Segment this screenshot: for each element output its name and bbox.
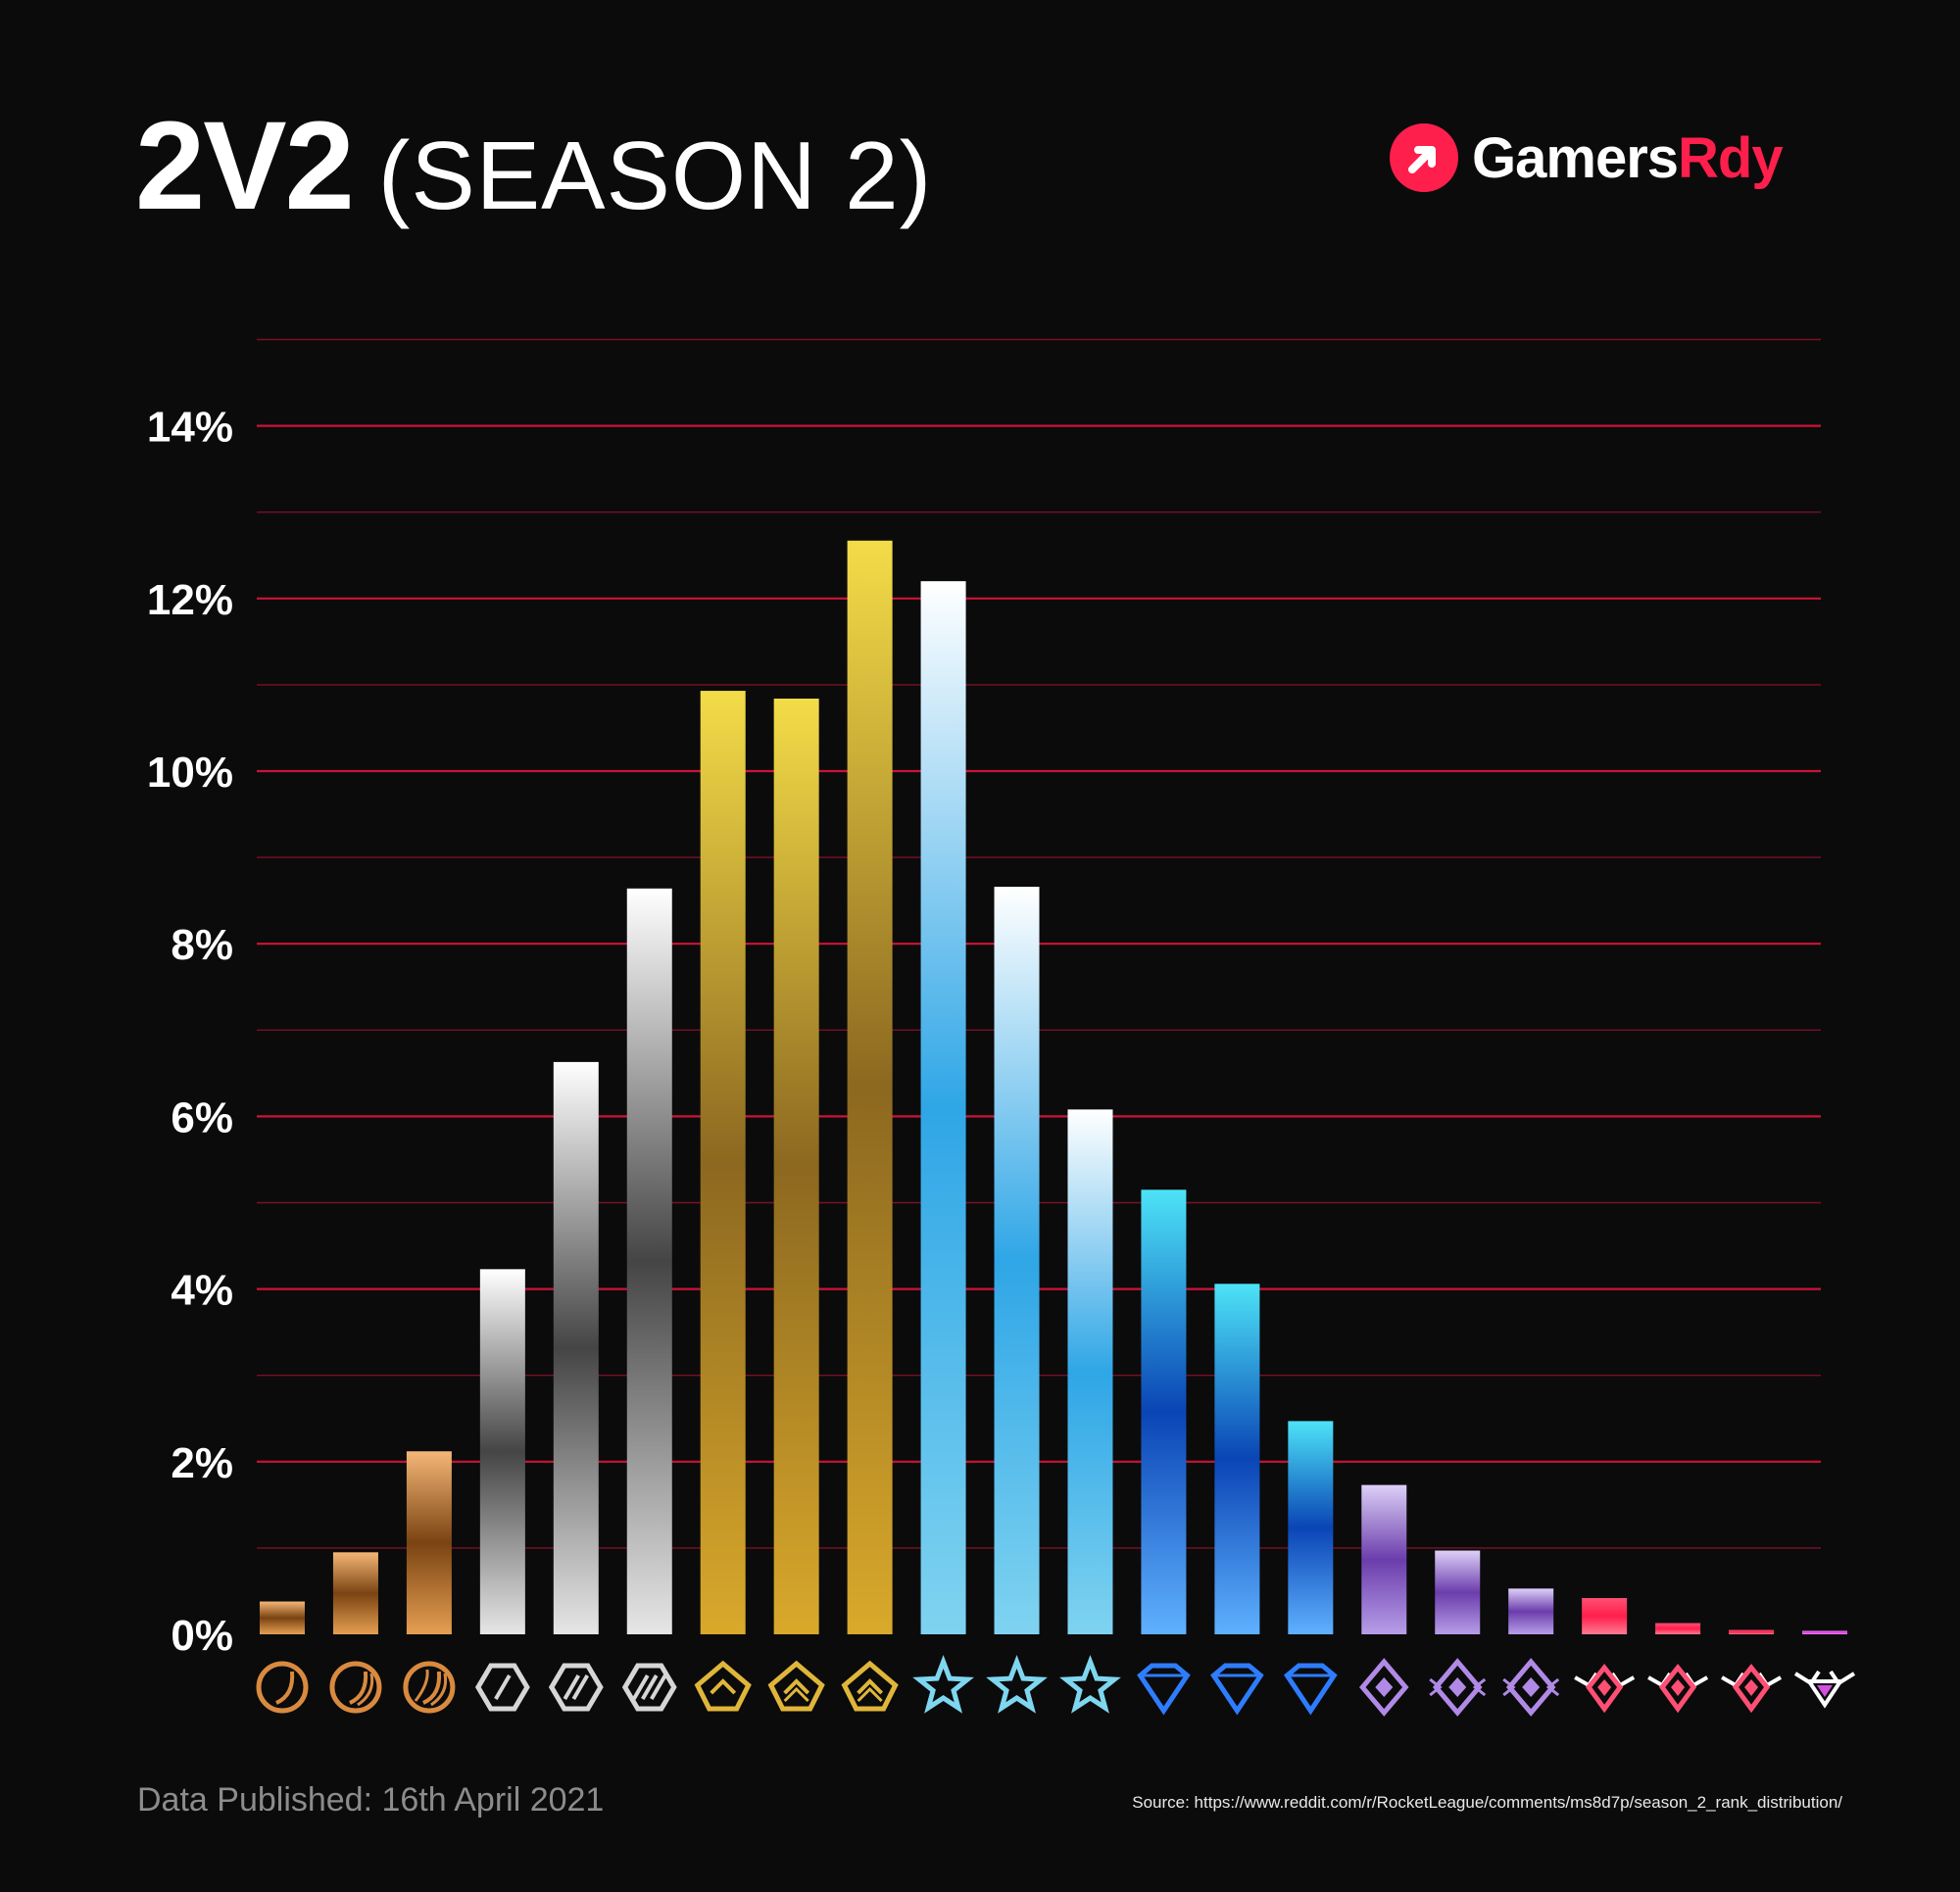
title-main: 2V2 bbox=[135, 96, 355, 236]
brand-name-white: Gamers bbox=[1472, 125, 1679, 190]
bar bbox=[847, 540, 893, 1635]
diamond-1-icon bbox=[1137, 1663, 1191, 1716]
bar bbox=[626, 888, 672, 1634]
bar bbox=[406, 1451, 452, 1634]
champion-2-icon bbox=[1429, 1658, 1487, 1717]
grand-champion-2-icon bbox=[1647, 1663, 1709, 1714]
bar bbox=[700, 691, 746, 1634]
silver-1-icon bbox=[474, 1663, 530, 1712]
bar bbox=[1508, 1588, 1554, 1634]
bar bbox=[1361, 1484, 1407, 1634]
bar bbox=[1655, 1623, 1701, 1634]
brand-name-red: Rdy bbox=[1678, 125, 1784, 190]
bar bbox=[553, 1061, 599, 1634]
bar bbox=[994, 887, 1040, 1634]
grand-champion-1-icon bbox=[1574, 1663, 1636, 1714]
bar bbox=[1288, 1421, 1334, 1634]
gold-1-icon bbox=[694, 1660, 752, 1712]
rank-distribution-chart: 0% 2% 4% 6% 8% 10% 12% 14% bbox=[147, 338, 1856, 1717]
y-tick-label: 10% bbox=[147, 749, 233, 797]
bar bbox=[1141, 1189, 1187, 1634]
platinum-2-icon bbox=[986, 1654, 1048, 1714]
platinum-3-icon bbox=[1059, 1654, 1121, 1714]
y-tick-label: 14% bbox=[147, 404, 233, 452]
supersonic-legend-icon bbox=[1793, 1670, 1856, 1709]
bronze-3-icon bbox=[403, 1661, 456, 1714]
bar bbox=[479, 1269, 525, 1634]
gold-2-icon bbox=[767, 1660, 825, 1712]
champion-3-icon bbox=[1502, 1658, 1560, 1717]
diamond-3-icon bbox=[1284, 1663, 1338, 1716]
bronze-2-icon bbox=[329, 1661, 382, 1714]
bar bbox=[1729, 1629, 1775, 1634]
brand-logo[interactable]: GamersRdy bbox=[1390, 123, 1784, 192]
bronze-1-icon bbox=[256, 1661, 309, 1714]
bar bbox=[1802, 1630, 1847, 1634]
brand-name: GamersRdy bbox=[1472, 125, 1784, 191]
champion-1-icon bbox=[1359, 1658, 1409, 1717]
source-link[interactable]: Source: https://www.reddit.com/r/RocketL… bbox=[1132, 1793, 1842, 1812]
published-date: Data Published: 16th April 2021 bbox=[137, 1781, 605, 1819]
y-tick-label: 2% bbox=[171, 1439, 233, 1487]
silver-3-icon bbox=[621, 1663, 677, 1712]
title-subtitle: (SEASON 2) bbox=[377, 121, 933, 229]
gold-3-icon bbox=[841, 1660, 899, 1712]
bar bbox=[1067, 1109, 1113, 1634]
bar bbox=[920, 581, 966, 1635]
diamond-2-icon bbox=[1210, 1663, 1264, 1716]
platinum-1-icon bbox=[912, 1654, 974, 1714]
y-tick-label: 6% bbox=[171, 1093, 233, 1141]
page-title: 2V2 (SEASON 2) bbox=[135, 94, 932, 238]
bar bbox=[1435, 1550, 1481, 1634]
silver-2-icon bbox=[548, 1663, 604, 1712]
logo-arrow-icon bbox=[1390, 123, 1458, 192]
bar bbox=[332, 1552, 378, 1634]
y-tick-label: 4% bbox=[171, 1267, 233, 1315]
bar bbox=[773, 698, 819, 1634]
y-tick-label: 8% bbox=[171, 921, 233, 969]
y-tick-label: 12% bbox=[147, 576, 233, 624]
grand-champion-3-icon bbox=[1721, 1663, 1783, 1714]
y-tick-label: 0% bbox=[171, 1612, 233, 1660]
bar bbox=[260, 1601, 305, 1634]
bar bbox=[1214, 1284, 1260, 1634]
bar bbox=[1582, 1597, 1628, 1634]
